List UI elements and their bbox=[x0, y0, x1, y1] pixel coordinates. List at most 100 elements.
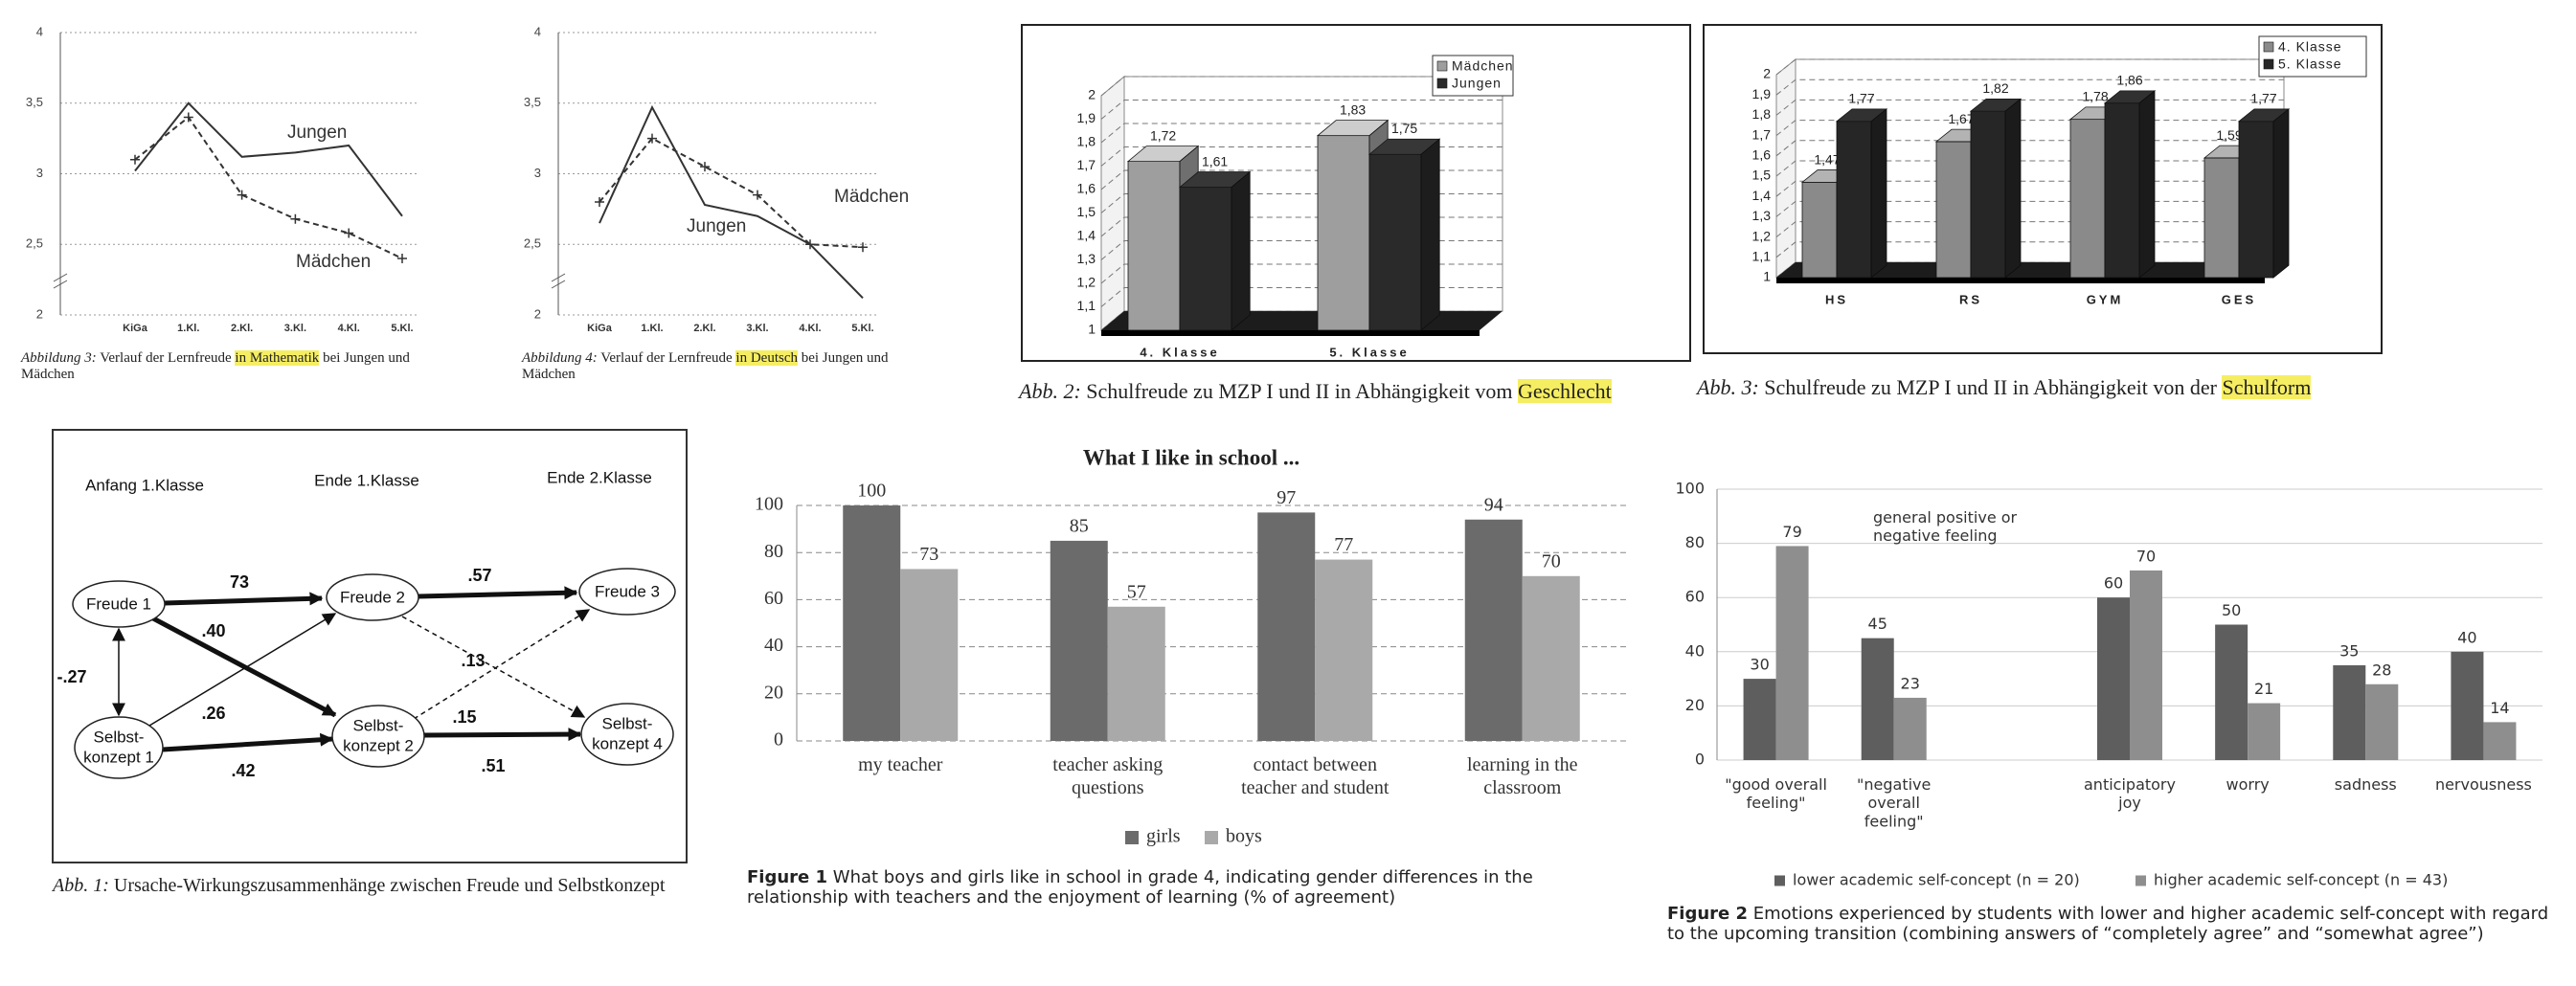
floor-edge bbox=[1101, 330, 1480, 336]
legend-label: girls bbox=[1146, 826, 1181, 847]
y-tick-label: 2 bbox=[534, 306, 541, 321]
caption-part: Schulform bbox=[2222, 375, 2312, 399]
caption: Abb. 1: Ursache-Wirkungszusammenhänge zw… bbox=[53, 875, 723, 897]
caption: Abb. 3: Schulfreude zu MZP I und II in A… bbox=[1697, 375, 2386, 400]
value-label: 1,82 bbox=[1982, 80, 2008, 96]
bar bbox=[2483, 722, 2517, 760]
y-tick-label: 1,7 bbox=[1752, 126, 1772, 142]
x-tick-label: KiGa bbox=[587, 323, 613, 334]
legend-label: Mädchen bbox=[1452, 58, 1514, 74]
bar-side bbox=[1870, 108, 1887, 279]
caption-part: in Mathematik bbox=[235, 350, 320, 366]
path-arrow bbox=[423, 728, 582, 742]
floor bbox=[1776, 262, 2284, 278]
point-marker bbox=[237, 190, 247, 200]
text-line: nervousness bbox=[2435, 775, 2532, 794]
legend-label: 4. Klasse bbox=[2278, 39, 2342, 55]
bar bbox=[2130, 570, 2162, 760]
node bbox=[580, 703, 674, 766]
value-label: 1,78 bbox=[2082, 89, 2108, 104]
bar-front bbox=[1935, 141, 1972, 279]
caption: Figure 1 What boys and girls like in sch… bbox=[747, 867, 1638, 908]
bar-side bbox=[2272, 108, 2290, 279]
chart-title: What I like in school ... bbox=[1083, 445, 1299, 469]
y-tick-label: 1 bbox=[1763, 269, 1771, 284]
value-label: 100 bbox=[857, 481, 886, 502]
edge-label: .15 bbox=[452, 707, 476, 727]
text-line: feeling" bbox=[1747, 794, 1806, 812]
series-line bbox=[599, 104, 864, 300]
x-tick-label: 1.Kl. bbox=[177, 323, 199, 334]
y-tick-label: 1,2 bbox=[1077, 275, 1096, 290]
x-tick-label: 4. Klasse bbox=[1140, 345, 1219, 359]
path-arrow bbox=[151, 616, 337, 718]
edge-label: .57 bbox=[467, 566, 491, 585]
y-tick-label: 80 bbox=[1685, 533, 1705, 551]
y-tick-label: 1,2 bbox=[1752, 228, 1772, 243]
edge-label: .13 bbox=[461, 651, 485, 670]
caption: Abbildung 4: Verlauf der Lernfreude in D… bbox=[522, 350, 905, 383]
value-label: 30 bbox=[1750, 656, 1769, 674]
caption: Abbildung 3: Verlauf der Lernfreude in M… bbox=[21, 350, 423, 383]
point-marker bbox=[700, 162, 710, 172]
edge-label: .42 bbox=[231, 761, 255, 780]
value-label: 94 bbox=[1484, 494, 1503, 515]
y-tick-label: 1,3 bbox=[1077, 251, 1096, 266]
x-tick-label: "good overall feeling" bbox=[1725, 775, 1827, 812]
y-tick-label: 0 bbox=[1695, 751, 1705, 769]
x-tick-label: my teacher bbox=[858, 754, 943, 775]
text-line: anticipatory bbox=[2084, 775, 2176, 794]
y-tick-label: 1,5 bbox=[1752, 168, 1772, 183]
x-tick-label: 3.Kl. bbox=[746, 323, 768, 334]
value-label: 45 bbox=[1868, 615, 1887, 633]
y-tick-label: 1,4 bbox=[1077, 228, 1096, 243]
legend-label: higher academic self-concept (n = 43) bbox=[2154, 871, 2448, 889]
series-label: Jungen bbox=[287, 123, 347, 143]
text-line: worry bbox=[2226, 775, 2270, 794]
y-tick-label: 20 bbox=[1685, 696, 1705, 714]
value-label: 73 bbox=[919, 544, 938, 565]
bar-front bbox=[2238, 121, 2274, 279]
annotation: general positive or negative feeling bbox=[1873, 508, 2018, 545]
value-label: 50 bbox=[2222, 601, 2241, 619]
node bbox=[74, 716, 164, 779]
y-tick-label: 1,3 bbox=[1752, 208, 1772, 223]
bar bbox=[1893, 697, 1927, 760]
legend-swatch bbox=[1205, 831, 1218, 844]
x-tick-label: 5.Kl. bbox=[851, 323, 873, 334]
y-tick-label: 1,4 bbox=[1752, 188, 1772, 203]
value-label: 1,59 bbox=[2216, 127, 2242, 143]
value-label: 1,72 bbox=[1150, 127, 1176, 143]
text-line: contact between bbox=[1254, 754, 1377, 775]
y-tick-label: 3 bbox=[36, 166, 43, 180]
x-tick-label: 5. Klasse bbox=[1329, 345, 1409, 359]
bar-side bbox=[1231, 170, 1251, 331]
path-arrow bbox=[164, 592, 324, 606]
point-marker bbox=[647, 133, 657, 144]
y-tick-label: 1 bbox=[1088, 322, 1096, 337]
node-label: Selbst- bbox=[602, 714, 653, 732]
bar bbox=[2215, 624, 2248, 760]
grid-line bbox=[1775, 58, 2284, 76]
x-tick-label: worry bbox=[2226, 775, 2270, 794]
series-label: Mädchen bbox=[296, 252, 371, 272]
series-line bbox=[134, 116, 403, 259]
legend-swatch bbox=[1125, 831, 1139, 844]
node-label: konzept 4 bbox=[592, 734, 663, 752]
text-line: teacher asking bbox=[1052, 754, 1163, 775]
y-tick-label: 40 bbox=[764, 635, 783, 656]
edge-label: -.27 bbox=[56, 667, 86, 686]
x-tick-label: 2.Kl. bbox=[231, 323, 253, 334]
value-label: 70 bbox=[2136, 547, 2156, 565]
column-label: Ende 2.Klasse bbox=[547, 468, 652, 486]
bar bbox=[1050, 540, 1108, 741]
bar bbox=[2097, 597, 2130, 760]
y-tick-label: 4 bbox=[36, 24, 43, 38]
x-tick-label: KiGa bbox=[123, 323, 148, 334]
y-tick-label: 1,5 bbox=[1077, 204, 1096, 219]
node bbox=[72, 580, 166, 628]
y-tick-label: 1,6 bbox=[1077, 181, 1096, 196]
x-tick-label: "negative overall feeling" bbox=[1857, 775, 1931, 830]
